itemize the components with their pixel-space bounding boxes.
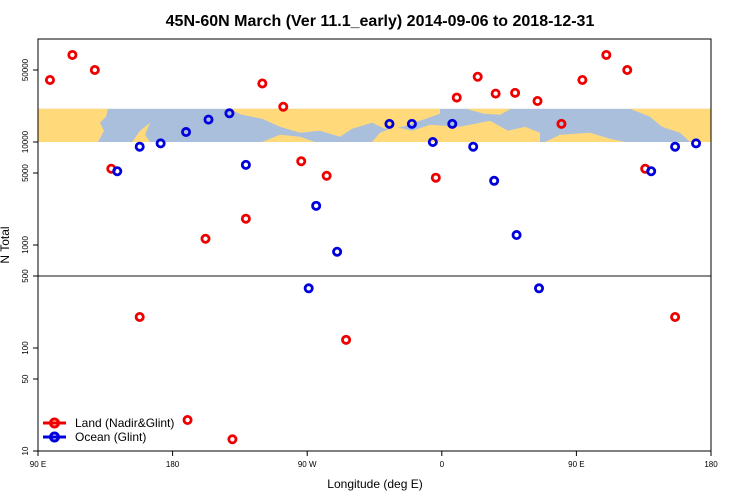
data-point: [311, 200, 322, 211]
data-point: [321, 170, 332, 181]
legend-land-label: Land (Nadir&Glint): [75, 416, 174, 430]
data-point: [134, 141, 145, 152]
x-tick-label: 0: [440, 460, 445, 469]
data-point: [510, 87, 521, 98]
data-point: [227, 434, 238, 445]
map-land-3: [262, 134, 315, 142]
data-point: [44, 74, 55, 85]
x-axis-label: Longitude (deg E): [327, 477, 422, 491]
data-point: [240, 159, 251, 170]
data-point: [182, 414, 193, 425]
data-point: [296, 156, 307, 167]
x-tick-label: 180: [704, 460, 718, 469]
data-point: [112, 166, 123, 177]
data-point: [384, 118, 395, 129]
y-tick-label: 500: [21, 269, 30, 283]
y-tick-label: 50: [21, 374, 30, 383]
map-land-2: [228, 108, 440, 137]
y-tick-label: 10000: [21, 130, 30, 153]
y-tick-label: 100: [21, 341, 30, 355]
data-point: [691, 138, 702, 149]
data-point: [224, 108, 235, 119]
data-point: [89, 65, 100, 76]
data-point: [257, 78, 268, 89]
y-tick-label: 5000: [21, 164, 30, 182]
map-land-7: [545, 132, 625, 142]
y-tick-label: 1000: [21, 236, 30, 254]
data-points: [44, 49, 702, 445]
data-point: [406, 118, 417, 129]
map-land-0: [38, 108, 108, 142]
data-point: [468, 141, 479, 152]
legend-ocean-label: Ocean (Glint): [75, 430, 146, 444]
data-point: [200, 233, 211, 244]
series-land: [44, 49, 681, 445]
data-point: [646, 166, 657, 177]
data-point: [490, 88, 501, 99]
data-point: [451, 92, 462, 103]
data-point: [155, 138, 166, 149]
data-point: [670, 311, 681, 322]
plot-frame: [37, 38, 712, 452]
data-point: [67, 49, 78, 60]
x-tick-label: 180: [166, 460, 180, 469]
y-tick-label: 10: [21, 446, 30, 455]
data-point: [577, 74, 588, 85]
data-point: [601, 49, 612, 60]
world-map-band: [38, 108, 711, 142]
data-point: [134, 311, 145, 322]
data-point: [332, 246, 343, 257]
data-point: [341, 334, 352, 345]
data-point: [203, 114, 214, 125]
x-tick-label: 90 E: [30, 460, 46, 469]
map-land-1: [132, 122, 150, 142]
data-point: [427, 136, 438, 147]
y-axis-label: N Total: [0, 226, 12, 263]
data-point: [622, 65, 633, 76]
data-point: [532, 96, 543, 107]
data-point: [534, 283, 545, 294]
x-tick-label: 90 E: [568, 460, 584, 469]
data-point: [511, 230, 522, 241]
data-point: [472, 71, 483, 82]
legend-land-marker: [49, 417, 60, 429]
legend: Land (Nadir&Glint) Ocean (Glint): [43, 416, 174, 444]
data-point: [489, 175, 500, 186]
series-ocean: [112, 108, 702, 294]
x-tick-label: 90 W: [298, 460, 317, 469]
data-point: [670, 141, 681, 152]
data-point: [556, 118, 567, 129]
chart-title: 45N-60N March (Ver 11.1_early) 2014-09-0…: [166, 13, 595, 30]
data-point: [447, 118, 458, 129]
data-point: [303, 283, 314, 294]
data-point: [430, 172, 441, 183]
x-axis: 90 E 180 90 W 0 90 E 180: [30, 451, 718, 469]
data-point: [240, 213, 251, 224]
y-tick-label: 50000: [21, 58, 30, 81]
map-land-5: [466, 108, 511, 115]
y-axis: 10 50 100 500 1000 5000 10000 50000: [21, 58, 38, 455]
data-point: [181, 127, 192, 138]
data-point: [278, 101, 289, 112]
map-land-4: [372, 120, 540, 142]
legend-ocean-marker: [49, 431, 60, 443]
map-land-6: [630, 108, 711, 142]
